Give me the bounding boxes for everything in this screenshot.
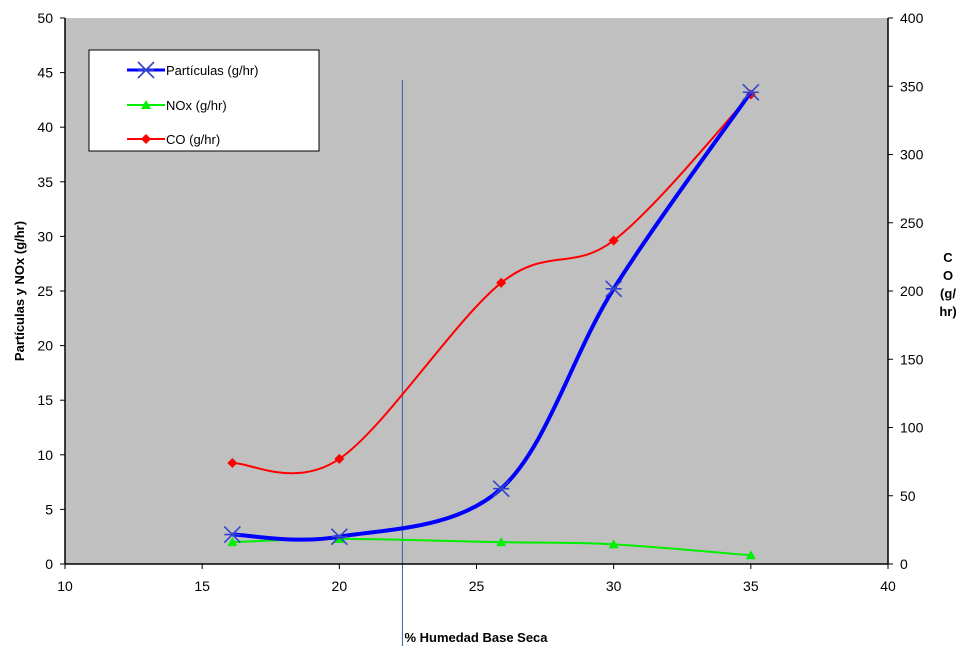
y-tick-label: 40	[37, 119, 53, 135]
y-tick-label: 45	[37, 65, 53, 81]
legend-label-nox: NOx (g/hr)	[166, 98, 227, 113]
x-tick-label: 10	[57, 578, 73, 594]
data-point-particulas	[605, 280, 623, 298]
y2-tick-label: 350	[900, 78, 924, 94]
x-tick-label: 30	[606, 578, 622, 594]
legend-label-co: CO (g/hr)	[166, 132, 220, 147]
y2-tick-label: 200	[900, 283, 924, 299]
x-tick-label: 40	[880, 578, 896, 594]
y2-tick-label: 0	[900, 556, 908, 572]
y-tick-label: 10	[37, 447, 53, 463]
data-point-nox	[496, 537, 507, 547]
y2-tick-label: 400	[900, 10, 924, 26]
legend-marker-nox	[141, 100, 151, 109]
data-point-nox	[745, 550, 756, 560]
y-tick-label: 25	[37, 283, 53, 299]
x-tick-label: 35	[743, 578, 759, 594]
y-tick-label: 5	[45, 501, 53, 517]
y2-axis-title-line-3: (g/	[940, 286, 956, 301]
data-point-particulas	[223, 525, 241, 544]
y-tick-label: 20	[37, 338, 53, 354]
y2-tick-label: 300	[900, 147, 924, 163]
data-point-nox	[608, 539, 619, 549]
x-tick-label: 15	[194, 578, 210, 594]
y-tick-label: 50	[37, 10, 53, 26]
y-axis-title: Partículas y NOx (g/hr)	[12, 221, 27, 361]
x-tick-label: 20	[332, 578, 348, 594]
data-point-particulas	[492, 480, 510, 498]
y-tick-label: 30	[37, 228, 53, 244]
data-point-co	[608, 235, 619, 246]
legend-marker-co	[141, 134, 151, 144]
y-tick-label: 35	[37, 174, 53, 190]
data-point-particulas	[330, 528, 348, 546]
legend-marker-particulas	[137, 61, 155, 79]
data-point-co	[334, 453, 345, 464]
data-point-nox	[227, 537, 238, 547]
data-point-co	[227, 457, 238, 468]
data-point-particulas	[742, 83, 760, 101]
y-tick-label: 0	[45, 556, 53, 572]
y2-tick-label: 150	[900, 351, 924, 367]
y2-tick-label: 250	[900, 215, 924, 231]
y2-axis-title-line-1: C	[943, 250, 953, 265]
series-line-particulas	[232, 91, 753, 542]
x-axis-title: % Humedad Base Seca	[404, 630, 548, 645]
y2-axis-title-line-4: hr)	[939, 304, 956, 319]
y2-axis-title-line-2: O	[943, 268, 953, 283]
legend-label-particulas: Partículas (g/hr)	[166, 63, 258, 78]
y-tick-label: 15	[37, 392, 53, 408]
legend-box	[88, 49, 320, 152]
y2-tick-label: 50	[900, 488, 916, 504]
y2-tick-label: 100	[900, 420, 924, 436]
data-point-co	[496, 277, 507, 288]
x-tick-label: 25	[469, 578, 485, 594]
